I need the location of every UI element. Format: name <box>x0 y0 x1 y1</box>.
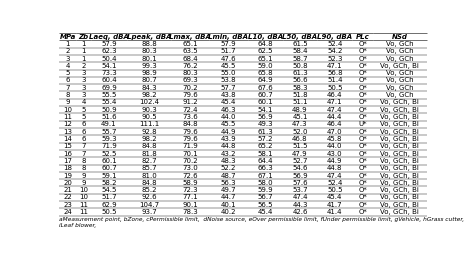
Text: aMeasurement point, bZone, cPermissible limit,  dNoise source, eOver permissible: aMeasurement point, bZone, cPermissible … <box>59 217 465 228</box>
